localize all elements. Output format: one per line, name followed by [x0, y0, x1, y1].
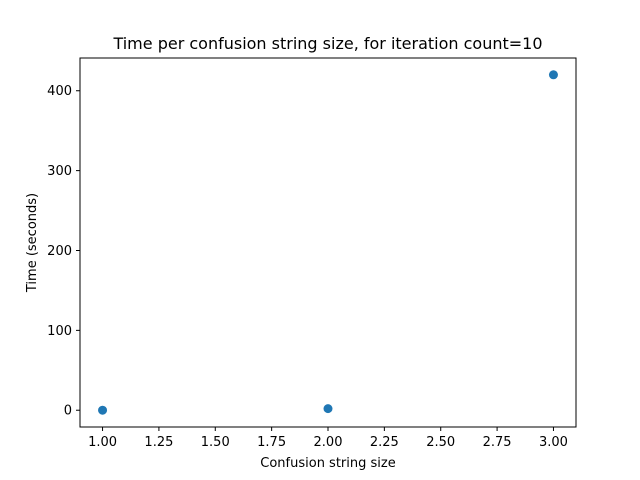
y-tick-label: 400 — [47, 84, 72, 99]
x-tick-label: 2.50 — [426, 435, 455, 450]
y-tick-label: 0 — [64, 404, 72, 419]
plot-area-frame — [79, 57, 577, 428]
x-axis-label: Confusion string size — [260, 456, 395, 471]
y-tick-label: 100 — [47, 324, 72, 339]
y-axis-label: Time (seconds) — [25, 193, 40, 293]
data-point — [98, 405, 108, 415]
x-tick-label: 3.00 — [539, 435, 568, 450]
y-tick-label: 200 — [47, 244, 72, 259]
x-tick-label: 2.00 — [314, 435, 343, 450]
data-point — [548, 70, 558, 80]
x-tick-label: 2.25 — [370, 435, 399, 450]
x-tick-label: 2.75 — [483, 435, 512, 450]
y-axis: 0 100 200 300 400 — [47, 84, 80, 419]
data-points — [98, 70, 558, 415]
x-tick-label: 1.75 — [257, 435, 286, 450]
data-point — [323, 404, 333, 414]
x-tick-label: 1.50 — [201, 435, 230, 450]
chart-title: Time per confusion string size, for iter… — [112, 34, 542, 53]
y-tick-label: 300 — [47, 164, 72, 179]
x-axis: 1.00 1.25 1.50 1.75 2.00 2.25 2.50 2.75 3.00 — [88, 427, 568, 450]
x-tick-label: 1.25 — [144, 435, 173, 450]
x-tick-label: 1.00 — [88, 435, 117, 450]
